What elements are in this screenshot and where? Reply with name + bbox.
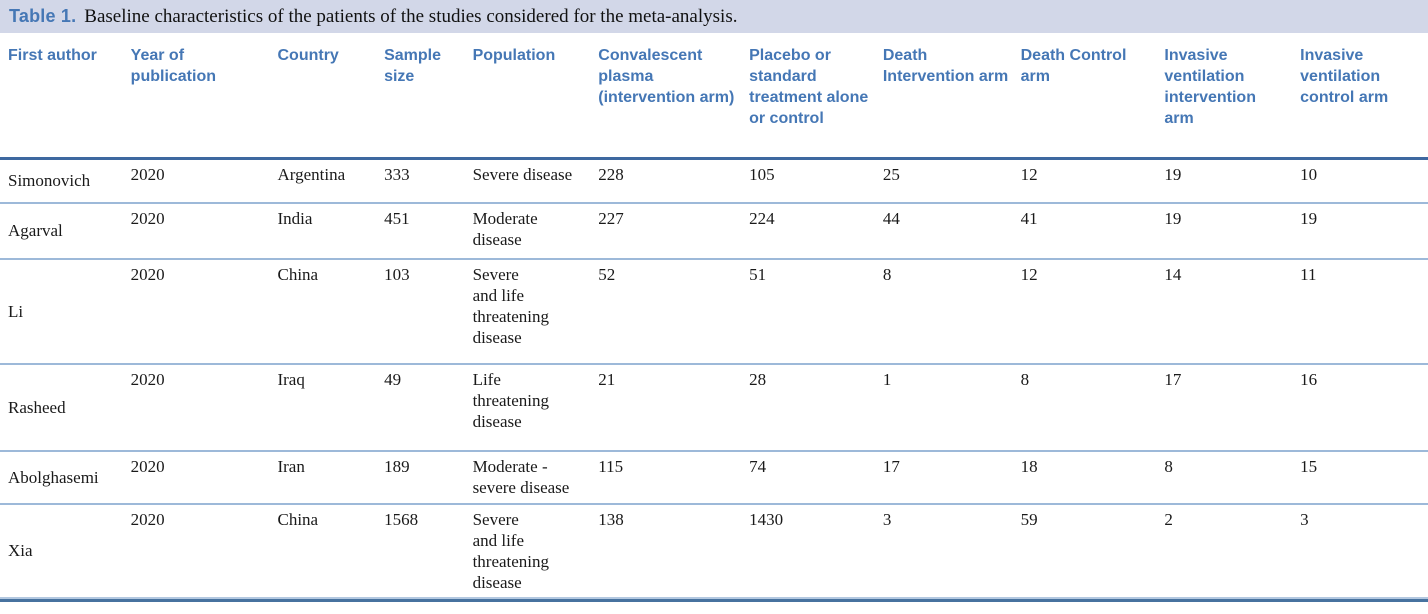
table-cell: 52: [598, 264, 616, 284]
table-cell: 138: [598, 509, 624, 529]
table-cell: 1: [882, 369, 892, 389]
table-row: Abolghasemi 2020 Iran 189 Moderate - severe …: [0, 451, 1428, 504]
table-cell: 2020: [130, 509, 165, 529]
table-cell: 14: [1164, 264, 1182, 284]
table-cell: 3: [882, 509, 892, 529]
table-cell: 17: [882, 456, 900, 476]
column-header: Convalescent plasma (intervention arm): [598, 47, 735, 106]
column-header: Country: [277, 47, 339, 64]
table-cell: 49: [384, 369, 402, 389]
table-cell: 10: [1300, 165, 1318, 184]
table-row: Xia 2020 China 1568 Severe and life threaten…: [0, 504, 1428, 598]
table-cell: 1430: [749, 509, 784, 529]
table-cell: 8: [882, 264, 892, 284]
table-cell: Iraq: [277, 369, 305, 389]
table-cell: 19: [1300, 208, 1318, 228]
table-cell: 105: [749, 165, 775, 184]
table-cell: 12: [1020, 165, 1038, 184]
table-cell: 59: [1020, 509, 1038, 529]
table-cell: Severe disease: [472, 165, 573, 184]
table-cell: 224: [749, 208, 775, 228]
table-cell: 11: [1300, 264, 1317, 284]
baseline-characteristics-table: First author Year of publication Country Sa…: [0, 33, 1428, 599]
cell-first-author: Xia: [8, 541, 33, 560]
header-row: First author Year of publication Country Sa…: [0, 33, 1428, 159]
table-cell: 8: [1020, 369, 1030, 389]
table-number-label: Table 1.: [9, 6, 77, 26]
table-header: First author Year of publication Country Sa…: [0, 33, 1428, 159]
cell-first-author: Simonovich: [8, 171, 91, 191]
column-header: Population: [472, 47, 556, 64]
table-row: Agarval 2020 India 451 Moderate disease 227 22…: [0, 203, 1428, 259]
table-cell: 3: [1300, 509, 1309, 529]
table-cell: Moderate - severe disease: [472, 456, 570, 497]
table-cell: 2020: [130, 165, 165, 184]
table-cell: 44: [882, 208, 900, 228]
column-header: Sample size: [384, 47, 441, 85]
column-header: Invasive ventilation intervention arm: [1164, 47, 1256, 127]
table-caption-text: Baseline characteristics of the patients…: [84, 5, 738, 27]
table-cell: China: [277, 509, 319, 529]
table-cell: 51: [749, 264, 767, 284]
cell-first-author: Abolghasemi: [8, 467, 99, 487]
column-header: Death Control arm: [1020, 47, 1127, 85]
table-cell: Argentina: [277, 165, 346, 184]
table-cell: 103: [384, 264, 410, 284]
table-row: Li 2020 China 103 Severe and life threatenin…: [0, 259, 1428, 364]
table-cell: 18: [1020, 456, 1038, 476]
table-cell: 16: [1300, 369, 1318, 389]
table-cell: 2020: [130, 456, 165, 476]
table-cell: 189: [384, 456, 410, 476]
table-cell: Severe and life threatening disease: [472, 509, 550, 592]
table-cell: 451: [384, 208, 410, 228]
table-cell: Moderate disease: [472, 208, 538, 249]
table-cell: India: [277, 208, 313, 228]
table-row: Simonovich 2020 Argentina 333 Severe disease…: [0, 159, 1428, 203]
table-cell: 2020: [130, 264, 165, 284]
table-caption: Table 1. Baseline characteristics of the…: [0, 0, 1428, 33]
table-cell: 8: [1164, 456, 1173, 476]
table-body: Simonovich 2020 Argentina 333 Severe disease…: [0, 159, 1428, 598]
table-cell: 227: [598, 208, 624, 228]
table-cell: 21: [598, 369, 616, 389]
table-cell: 2020: [130, 208, 165, 228]
table-cell: Severe and life threatening disease: [472, 264, 550, 347]
table-cell: 74: [749, 456, 767, 476]
table-cell: 228: [598, 165, 624, 184]
table-cell: 115: [598, 456, 624, 476]
table-cell: 41: [1020, 208, 1038, 228]
cell-first-author: Rasheed: [8, 397, 66, 417]
table-cell: 19: [1164, 208, 1182, 228]
table-cell: 28: [749, 369, 767, 389]
table-cell: Life threatening disease: [472, 369, 550, 431]
column-header: Year of publication: [130, 47, 216, 85]
baseline-characteristics-table-container: First author Year of publication Country Sa…: [0, 33, 1428, 602]
table-cell: 12: [1020, 264, 1038, 284]
cell-first-author: Agarval: [8, 221, 63, 240]
table-cell: 2020: [130, 369, 165, 389]
cell-first-author: Li: [8, 301, 24, 321]
column-header: Placebo or standard treatment alone or c…: [749, 47, 869, 127]
table-row: Rasheed 2020 Iraq 49 Life threatening diseas…: [0, 364, 1428, 451]
column-header: First author: [8, 47, 97, 64]
table-cell: Iran: [277, 456, 305, 476]
table-cell: 333: [384, 165, 410, 184]
table-cell: 2: [1164, 509, 1173, 529]
table-cell: 19: [1164, 165, 1182, 184]
table-cell: 1568: [384, 509, 419, 529]
table-cell: China: [277, 264, 319, 284]
table-cell: 17: [1164, 369, 1182, 389]
column-header: Invasive ventilation control arm: [1300, 47, 1389, 106]
table-cell: 15: [1300, 456, 1318, 476]
column-header: Death Intervention arm: [882, 47, 1009, 85]
table-cell: 25: [882, 165, 900, 184]
